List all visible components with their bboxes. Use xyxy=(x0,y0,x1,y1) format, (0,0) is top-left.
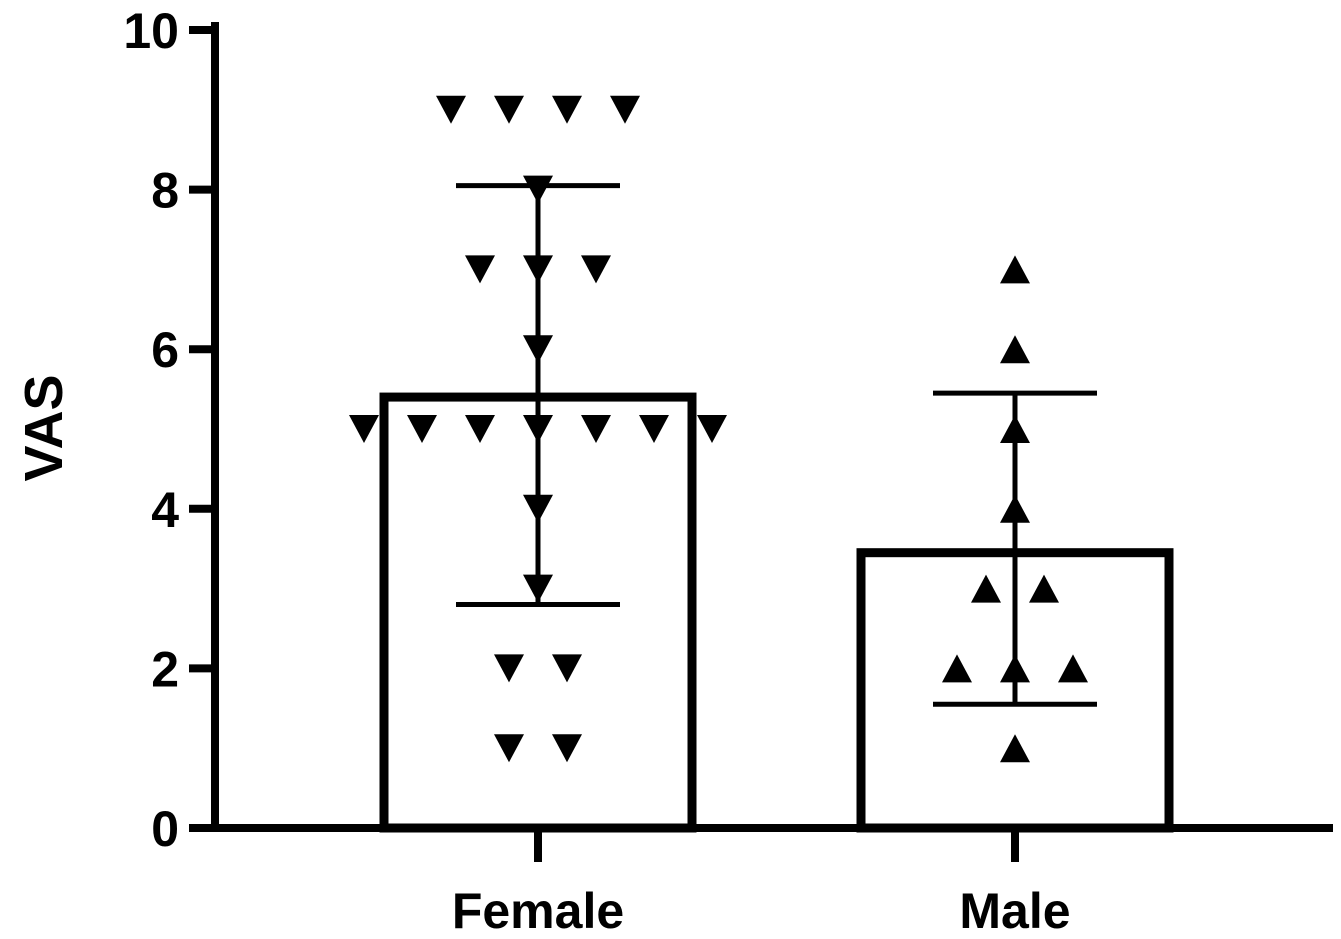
data-point-female xyxy=(697,415,727,443)
y-tick-label: 2 xyxy=(151,641,179,697)
data-point-female xyxy=(494,654,524,683)
data-point-female xyxy=(465,415,495,443)
y-tick-label: 10 xyxy=(123,3,179,59)
data-point-female xyxy=(465,255,495,284)
x-category-label: Male xyxy=(959,883,1070,939)
y-tick-label: 4 xyxy=(151,482,179,538)
data-point-female xyxy=(523,574,553,603)
data-point-female xyxy=(581,255,611,284)
data-point-female xyxy=(552,95,582,124)
data-point-female xyxy=(436,95,466,124)
data-point-male xyxy=(971,574,1001,603)
data-point-female xyxy=(581,415,611,443)
data-point-female xyxy=(349,415,379,443)
data-point-female xyxy=(639,415,669,443)
data-point-male xyxy=(1058,654,1088,683)
data-point-female xyxy=(552,654,582,683)
data-point-female xyxy=(552,734,582,763)
x-category-label: Female xyxy=(452,883,624,939)
data-point-female xyxy=(523,494,553,523)
axes-layer xyxy=(211,22,1333,832)
y-axis-title: VAS xyxy=(14,374,74,481)
data-point-female xyxy=(494,734,524,763)
ticks-layer: 0 2 4 6 8 10 Female Male xyxy=(123,3,1070,939)
data-point-female xyxy=(523,335,553,364)
data-point-male xyxy=(1000,654,1030,683)
data-point-female xyxy=(523,175,553,204)
data-point-female xyxy=(610,95,640,124)
data-point-male xyxy=(1029,574,1059,603)
data-point-male xyxy=(1000,415,1030,443)
y-tick-label: 6 xyxy=(151,322,179,378)
data-point-male xyxy=(1000,734,1030,763)
data-point-male xyxy=(1000,494,1030,523)
y-tick-label: 8 xyxy=(151,163,179,219)
y-tick-label: 0 xyxy=(151,801,179,857)
data-point-male xyxy=(1000,255,1030,284)
data-point-male xyxy=(1000,335,1030,364)
data-point-female xyxy=(494,95,524,124)
data-point-female xyxy=(407,415,437,443)
data-point-male xyxy=(942,654,972,683)
data-point-female xyxy=(523,255,553,284)
bars-layer xyxy=(379,392,1174,833)
data-points-layer xyxy=(349,95,1088,763)
data-point-female xyxy=(523,415,553,443)
